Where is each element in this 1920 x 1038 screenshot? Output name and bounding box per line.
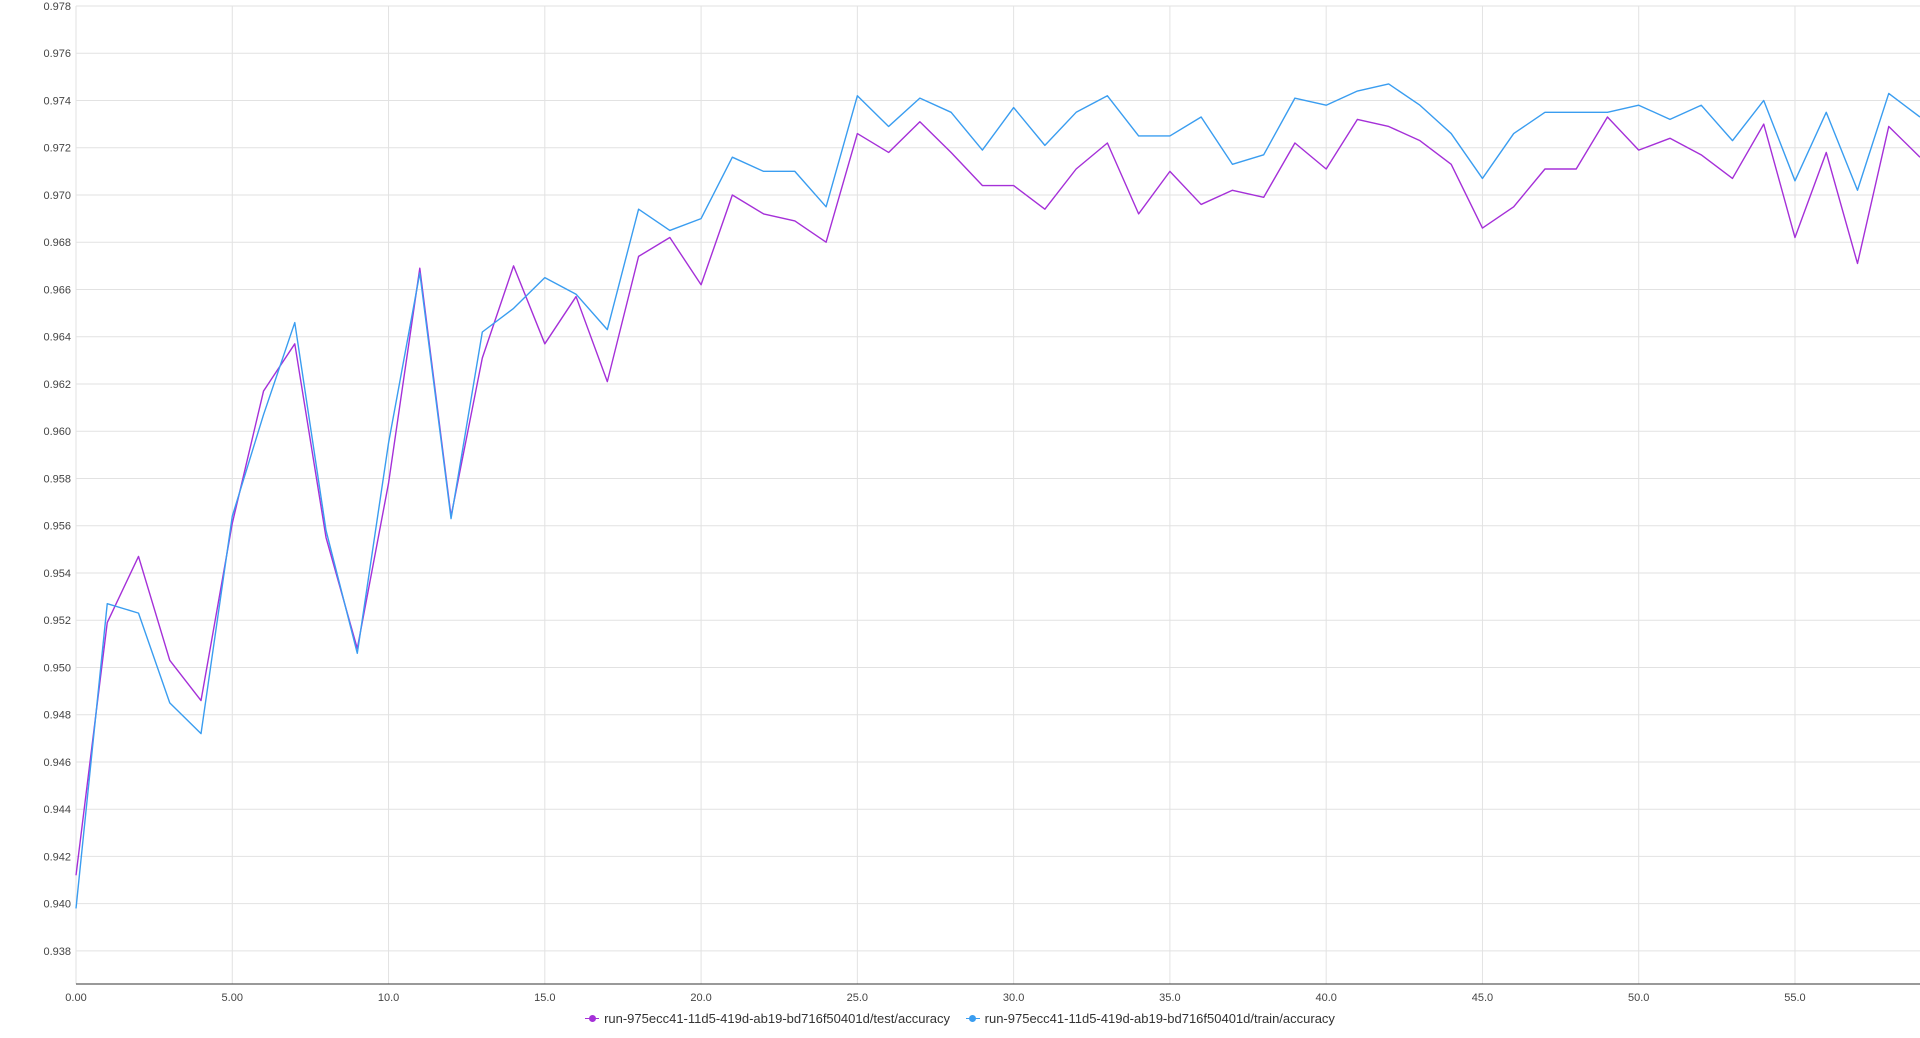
y-tick-label: 0.966 bbox=[43, 284, 71, 296]
legend-label-train: run-975ecc41-11d5-419d-ab19-bd716f50401d… bbox=[984, 1010, 1335, 1026]
series-line-train-accuracy bbox=[75, 83, 1920, 909]
legend: run-975ecc41-11d5-419d-ab19-bd716f50401d… bbox=[0, 1010, 1920, 1026]
legend-dot-test bbox=[588, 1014, 596, 1022]
x-tick-label: 35.0 bbox=[1159, 992, 1180, 1004]
x-tick-label: 0.00 bbox=[65, 992, 86, 1004]
legend-item-train-accuracy[interactable]: run-975ecc41-11d5-419d-ab19-bd716f50401d… bbox=[965, 1010, 1335, 1026]
y-tick-label: 0.954 bbox=[43, 568, 71, 580]
y-tick-label: 0.946 bbox=[43, 757, 71, 769]
vertical-gridlines bbox=[75, 6, 1796, 984]
x-tick-label: 50.0 bbox=[1628, 992, 1649, 1004]
x-tick-label: 40.0 bbox=[1315, 992, 1336, 1004]
legend-dot-train bbox=[969, 1014, 977, 1022]
y-tick-label: 0.976 bbox=[43, 48, 71, 60]
legend-label-test: run-975ecc41-11d5-419d-ab19-bd716f50401d… bbox=[604, 1010, 951, 1026]
y-tick-label: 0.938 bbox=[43, 946, 71, 958]
x-tick-label: 10.0 bbox=[378, 992, 399, 1004]
x-tick-label: 20.0 bbox=[690, 992, 711, 1004]
series-lines bbox=[75, 83, 1920, 909]
y-tick-label: 0.978 bbox=[43, 1, 71, 13]
y-tick-label: 0.960 bbox=[43, 426, 71, 438]
x-tick-label: 30.0 bbox=[1003, 992, 1024, 1004]
x-tick-label: 15.0 bbox=[534, 992, 555, 1004]
y-tick-label: 0.968 bbox=[43, 237, 71, 249]
x-tick-label: 55.0 bbox=[1784, 992, 1805, 1004]
x-tick-label: 45.0 bbox=[1472, 992, 1493, 1004]
x-tick-label: 5.00 bbox=[222, 992, 243, 1004]
horizontal-gridlines bbox=[76, 5, 1920, 952]
y-tick-label: 0.970 bbox=[43, 190, 71, 202]
y-tick-label: 0.950 bbox=[43, 662, 71, 674]
legend-item-test-accuracy[interactable]: run-975ecc41-11d5-419d-ab19-bd716f50401d… bbox=[585, 1011, 950, 1026]
x-tick-label: 25.0 bbox=[847, 992, 868, 1004]
y-tick-label: 0.942 bbox=[43, 851, 71, 863]
y-tick-label: 0.958 bbox=[43, 473, 71, 485]
y-tick-label: 0.974 bbox=[43, 95, 71, 107]
line-chart: 0.00 5.00 10.0 15.0 20.0 25.0 30.0 35.0 40.0 45.0… bbox=[43, 1, 1920, 1004]
y-tick-label: 0.948 bbox=[43, 710, 71, 722]
legend-marker-test bbox=[585, 1014, 600, 1022]
x-tick-labels: 0.00 5.00 10.0 15.0 20.0 25.0 30.0 35.0 40.0 45.0… bbox=[65, 992, 1805, 1004]
y-tick-label: 0.956 bbox=[43, 521, 71, 533]
y-tick-labels: 0.938 0.940 0.942 0.944 0.946 0.948 0.950 0.952… bbox=[43, 1, 71, 958]
legend-marker-train bbox=[965, 1014, 980, 1022]
series-line-test-accuracy bbox=[75, 116, 1920, 876]
y-tick-label: 0.940 bbox=[43, 899, 71, 911]
y-tick-label: 0.972 bbox=[43, 143, 71, 155]
y-tick-label: 0.964 bbox=[43, 332, 71, 344]
y-tick-label: 0.944 bbox=[43, 804, 71, 816]
y-tick-label: 0.952 bbox=[43, 615, 71, 627]
y-tick-label: 0.962 bbox=[43, 379, 71, 391]
